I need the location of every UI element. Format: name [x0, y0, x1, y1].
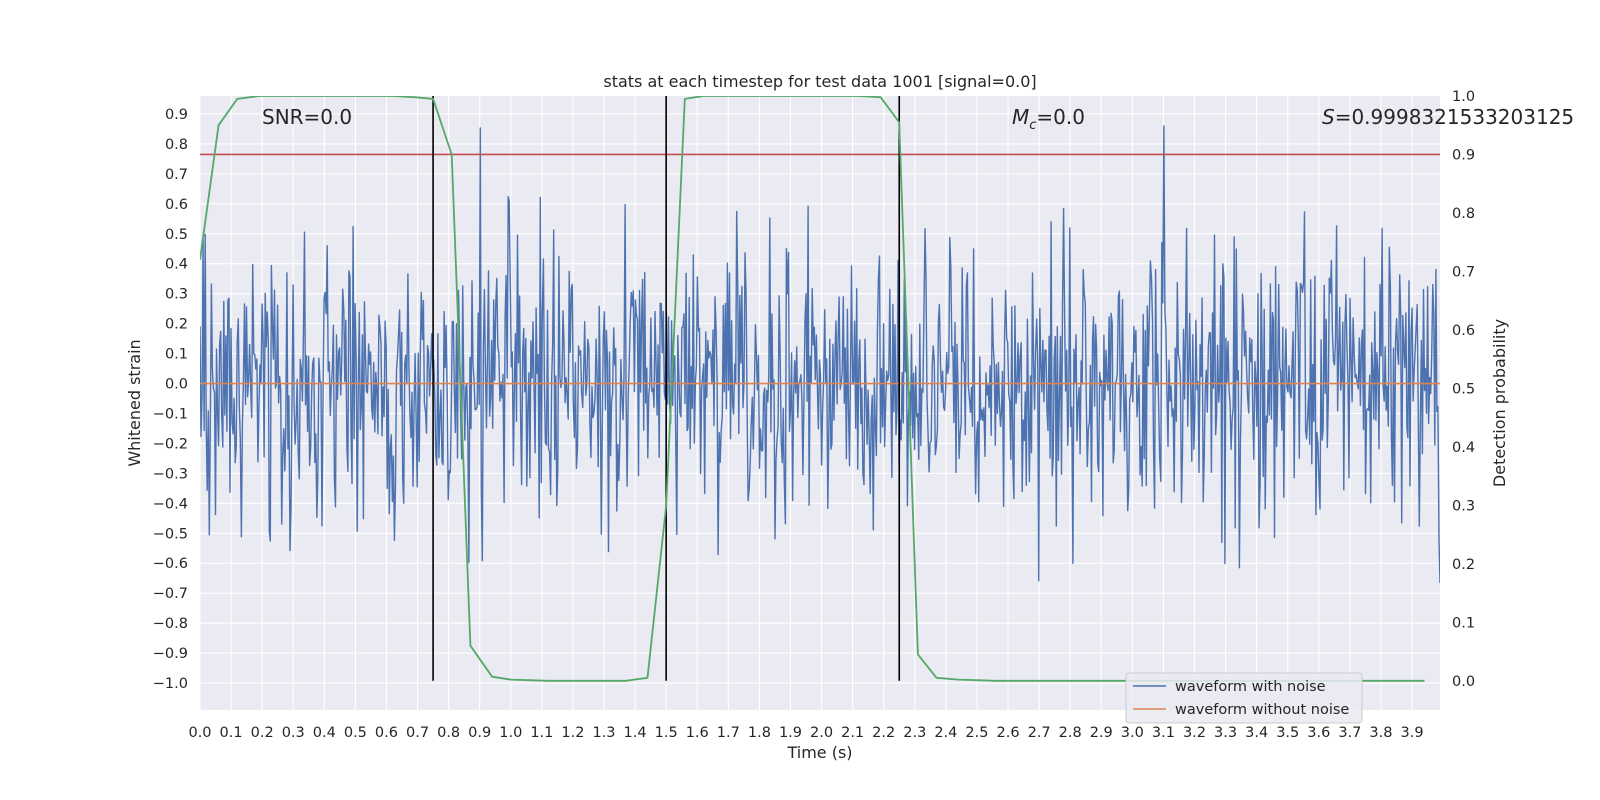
x-tick-label: 3.6 — [1307, 725, 1330, 741]
x-tick-label: 1.6 — [686, 725, 709, 741]
x-tick-label: 2.0 — [810, 725, 833, 741]
y-tick-label: −0.9 — [153, 646, 188, 662]
statistic-symbol: S — [1322, 105, 1335, 129]
x-tick-label: 3.0 — [1121, 725, 1144, 741]
x-tick-label: 3.5 — [1276, 725, 1299, 741]
x-tick-label: 3.1 — [1152, 725, 1175, 741]
x-tick-label: 1.9 — [779, 725, 802, 741]
y2-tick-label: 0.2 — [1452, 557, 1475, 573]
x-tick-label: 1.5 — [655, 725, 678, 741]
x-tick-label: 3.4 — [1245, 725, 1268, 741]
x-tick-label: 2.3 — [903, 725, 926, 741]
y-tick-label: 0.4 — [165, 257, 188, 273]
x-tick-label: 2.9 — [1090, 725, 1113, 741]
y2-axis-ticks: 1.0 0.9 0.8 0.7 0.6 0.5 0.4 0.3 0.2 0.1 0.0 — [1452, 89, 1475, 690]
y2-tick-label: 0.7 — [1452, 264, 1475, 280]
y2-tick-label: 0.6 — [1452, 323, 1475, 339]
y-tick-label: 0.9 — [165, 107, 188, 123]
chart-title: stats at each timestep for test data 100… — [603, 72, 1036, 91]
x-tick-label: 3.7 — [1338, 725, 1361, 741]
y-tick-label: −0.7 — [153, 586, 188, 602]
x-axis-label: Time (s) — [786, 743, 852, 762]
y2-axis-label: Detection probability — [1490, 319, 1509, 487]
y2-tick-label: 0.8 — [1452, 206, 1475, 222]
y2-tick-label: 1.0 — [1452, 89, 1475, 105]
y-tick-label: 0.6 — [165, 197, 188, 213]
x-tick-label: 0.5 — [344, 725, 367, 741]
y2-tick-label: 0.0 — [1452, 674, 1475, 690]
x-tick-label: 2.1 — [841, 725, 864, 741]
x-tick-label: 2.5 — [965, 725, 988, 741]
legend-label-clean: waveform without noise — [1175, 702, 1349, 718]
x-tick-label: 0.6 — [375, 725, 398, 741]
y2-tick-label: 0.5 — [1452, 381, 1475, 397]
annotation-chirp-mass: Mc=0.0 — [1012, 105, 1085, 133]
x-tick-label: 3.2 — [1183, 725, 1206, 741]
y-tick-label: 0.2 — [165, 317, 188, 333]
window-boundaries — [432, 96, 901, 681]
x-tick-label: 2.7 — [1028, 725, 1051, 741]
x-tick-label: 1.3 — [592, 725, 615, 741]
y-tick-label: −1.0 — [153, 676, 188, 692]
chirp-mass-value: =0.0 — [1036, 105, 1085, 129]
x-tick-label: 3.3 — [1214, 725, 1237, 741]
statistic-value: =0.9998321533203125 — [1335, 105, 1574, 129]
y-axis-label: Whitened strain — [125, 339, 144, 466]
y-tick-label: 0.5 — [165, 227, 188, 243]
x-tick-label: 1.8 — [748, 725, 771, 741]
y-tick-label: −0.6 — [153, 556, 188, 572]
y2-tick-label: 0.9 — [1452, 147, 1475, 163]
x-tick-label: 0.4 — [313, 725, 336, 741]
y-tick-label: −0.8 — [153, 616, 188, 632]
y2-tick-label: 0.3 — [1452, 498, 1475, 514]
legend-label-noise: waveform with noise — [1175, 679, 1326, 695]
legend-box — [1125, 672, 1363, 724]
y2-tick-label: 0.1 — [1452, 615, 1475, 631]
legend: waveform with noise waveform without noi… — [1125, 672, 1363, 724]
series-waveform-with-noise — [200, 125, 1440, 584]
x-tick-label: 0.8 — [437, 725, 460, 741]
chirp-mass-subscript: c — [1029, 118, 1036, 133]
x-tick-label: 1.4 — [624, 725, 647, 741]
x-tick-label: 2.8 — [1059, 725, 1082, 741]
x-tick-label: 2.2 — [872, 725, 895, 741]
y-tick-label: −0.5 — [153, 526, 188, 542]
x-tick-label: 1.1 — [530, 725, 553, 741]
y-tick-label: 0.0 — [165, 377, 188, 393]
x-tick-label: 0.7 — [406, 725, 429, 741]
x-tick-label: 0.1 — [220, 725, 243, 741]
y-tick-label: 0.7 — [165, 167, 188, 183]
x-tick-label: 2.6 — [996, 725, 1019, 741]
y-tick-label: −0.2 — [153, 436, 188, 452]
x-tick-label: 1.0 — [499, 725, 522, 741]
x-tick-label: 0.2 — [251, 725, 274, 741]
y-tick-label: −0.1 — [153, 406, 188, 422]
chirp-mass-symbol: M — [1012, 105, 1029, 129]
x-tick-label: 2.4 — [934, 725, 957, 741]
y-tick-label: −0.4 — [153, 496, 188, 512]
y-tick-label: 0.3 — [165, 287, 188, 303]
y-tick-label: 0.8 — [165, 137, 188, 153]
x-axis-ticks: 0.0 0.1 0.2 0.3 0.4 0.5 0.6 0.7 0.8 0.9 1.0 1.1 1.2 1… — [188, 725, 1423, 741]
annotation-snr: SNR=0.0 — [262, 105, 352, 129]
x-tick-label: 3.8 — [1369, 725, 1392, 741]
y2-tick-label: 0.4 — [1452, 440, 1475, 456]
x-tick-label: 0.0 — [188, 725, 211, 741]
y-tick-label: 0.1 — [165, 347, 188, 363]
x-tick-label: 1.2 — [561, 725, 584, 741]
x-tick-label: 3.9 — [1400, 725, 1423, 741]
x-tick-label: 1.7 — [717, 725, 740, 741]
x-tick-label: 0.9 — [468, 725, 491, 741]
x-tick-label: 0.3 — [282, 725, 305, 741]
y-axis-ticks: 0.9 0.8 0.7 0.6 0.5 0.4 0.3 0.2 0.1 0.0 −0.1 −0.2 −0… — [153, 107, 188, 692]
annotation-statistic: S=0.9998321533203125 — [1322, 105, 1574, 129]
y-tick-label: −0.3 — [153, 466, 188, 482]
